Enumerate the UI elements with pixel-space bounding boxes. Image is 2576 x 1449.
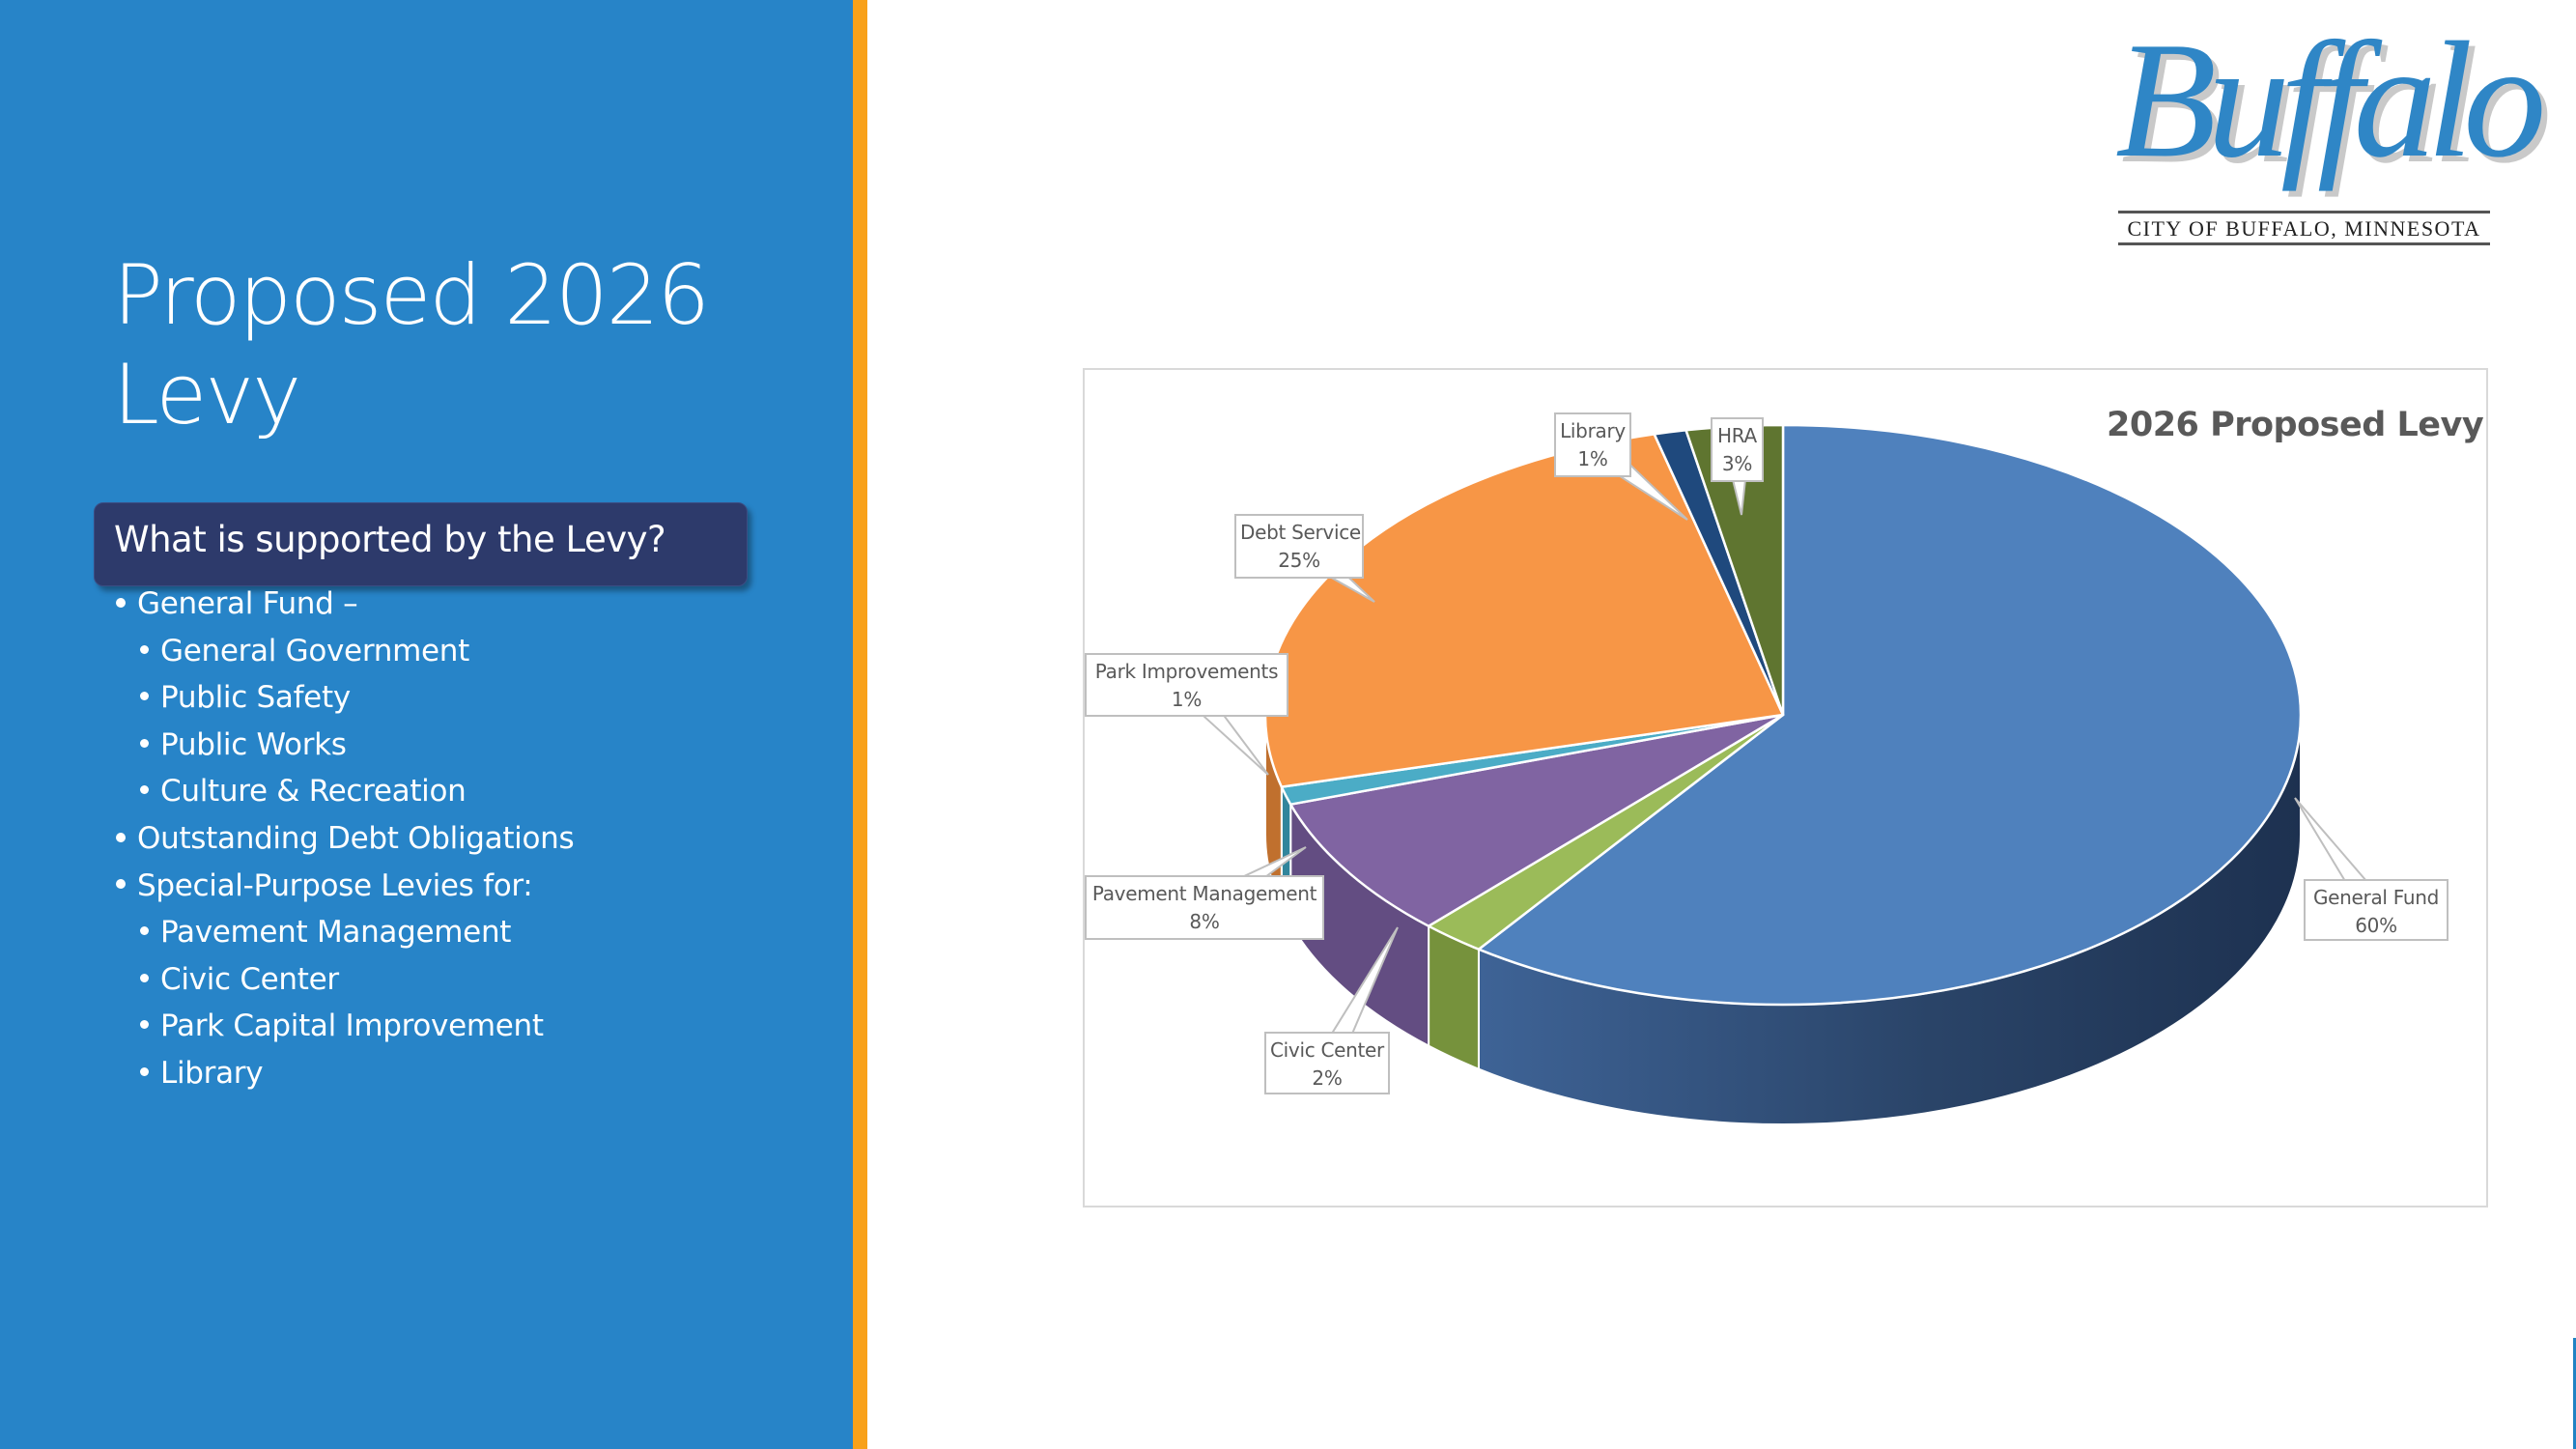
bullet-text: Culture & Recreation	[160, 774, 467, 810]
bullet-item: Public Safety	[140, 680, 351, 715]
bullet-item: Outstanding Debt Obligations	[116, 821, 575, 856]
data-label-name: HRA	[1717, 424, 1757, 447]
chart-title: 2026 Proposed Levy	[2107, 406, 2484, 444]
pie-slice-side	[1428, 924, 1480, 1071]
logo-rule-top	[2118, 211, 2490, 213]
bullet-item: General Fund –	[116, 586, 358, 621]
accent-divider	[853, 0, 867, 1449]
slide-title-line-2: Levy	[113, 347, 301, 443]
data-label-percent: 1%	[1577, 447, 1608, 470]
bullet-dot-icon	[116, 832, 126, 842]
pie-slice-pavement-management	[1288, 713, 1785, 927]
left-panel	[0, 0, 853, 1449]
data-label-percent: 3%	[1721, 452, 1753, 475]
city-logo: Buffalo CITY OF BUFFALO, MINNESOTA	[2106, 10, 2546, 251]
bullet-item: Culture & Recreation	[140, 774, 467, 809]
bullet-dot-icon	[140, 973, 149, 982]
data-label-library: Library 1%	[1554, 412, 1631, 477]
logo-wordmark: Buffalo	[2115, 9, 2546, 192]
data-label-percent: 25%	[1278, 549, 1320, 572]
data-label-percent: 8%	[1189, 910, 1220, 933]
data-label-name: Pavement Management	[1091, 882, 1317, 905]
bullet-item: Park Capital Improvement	[140, 1009, 544, 1043]
edge-accent-line	[2573, 1338, 2576, 1449]
logo-rule-bottom	[2118, 242, 2490, 245]
bullet-dot-icon	[116, 879, 126, 890]
bullet-text: Special-Purpose Levies for:	[137, 867, 533, 903]
bullet-dot-icon	[140, 738, 149, 748]
subheading-box: What is supported by the Levy?	[94, 502, 748, 586]
slide-title: Proposed 2026 Levy	[113, 246, 789, 445]
data-label-hra: HRA 3%	[1711, 417, 1764, 482]
bullet-item: General Government	[140, 634, 469, 668]
bullet-text: Park Capital Improvement	[160, 1009, 544, 1044]
bullet-item: Special-Purpose Levies for:	[116, 867, 533, 903]
data-label-name: Library	[1560, 419, 1626, 442]
data-label-percent: 2%	[1312, 1066, 1343, 1090]
bullet-dot-icon	[140, 926, 149, 936]
slide-title-line-1: Proposed 2026	[113, 247, 710, 344]
data-label-park-improvements: Park Improvements 1%	[1085, 653, 1288, 717]
bullet-dot-icon	[140, 692, 149, 701]
data-label-percent: 1%	[1171, 688, 1203, 711]
bullet-text: Public Works	[160, 726, 347, 762]
bullet-text: Outstanding Debt Obligations	[137, 821, 575, 856]
data-label-pavement-management: Pavement Management 8%	[1085, 875, 1324, 940]
data-label-debt-service: Debt Service 25%	[1234, 514, 1364, 579]
data-label-name: Civic Center	[1270, 1038, 1384, 1062]
bullet-dot-icon	[140, 1020, 149, 1030]
bullet-dot-icon	[140, 644, 149, 654]
bullet-item: Public Works	[140, 727, 347, 762]
bullet-dot-icon	[116, 597, 126, 608]
data-label-name: Park Improvements	[1094, 660, 1279, 683]
bullet-text: Public Safety	[160, 680, 351, 716]
bullet-text: Civic Center	[160, 961, 339, 997]
bullet-text: Pavement Management	[160, 915, 512, 951]
data-label-name: General Fund	[2312, 886, 2440, 909]
bullet-dot-icon	[140, 1067, 149, 1076]
subheading-text: What is supported by the Levy?	[114, 519, 666, 560]
bullet-text: General Fund –	[137, 586, 358, 621]
bullet-item: Civic Center	[140, 962, 339, 997]
data-label-civic-center: Civic Center 2%	[1264, 1032, 1390, 1094]
data-label-percent: 60%	[2355, 914, 2397, 937]
bullet-text: Library	[160, 1056, 264, 1091]
data-label-general-fund: General Fund 60%	[2304, 879, 2449, 941]
bullet-text: General Government	[160, 633, 469, 668]
bullet-dot-icon	[140, 785, 149, 795]
pie-slice-general-fund	[1477, 423, 2303, 1007]
bullet-item: Pavement Management	[140, 915, 511, 950]
bullet-item: Library	[140, 1056, 264, 1091]
data-label-name: Debt Service	[1240, 521, 1361, 544]
logo-tagline: CITY OF BUFFALO, MINNESOTA	[2127, 216, 2481, 241]
